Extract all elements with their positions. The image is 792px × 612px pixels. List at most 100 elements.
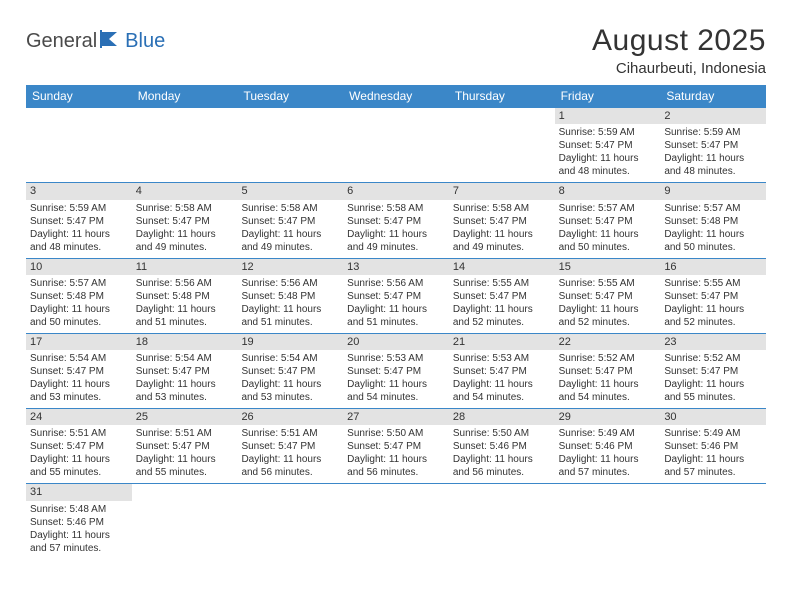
day-number: 14 <box>449 259 555 275</box>
day-number: 23 <box>660 334 766 350</box>
day-number: 26 <box>237 409 343 425</box>
day-number: 31 <box>26 484 132 500</box>
sunrise-line: Sunrise: 5:53 AM <box>453 352 551 365</box>
daylight-line: Daylight: 11 hours and 50 minutes. <box>664 228 762 254</box>
day-cell: 17Sunrise: 5:54 AMSunset: 5:47 PMDayligh… <box>26 334 132 408</box>
weekday-header: Thursday <box>449 85 555 108</box>
day-cell: 15Sunrise: 5:55 AMSunset: 5:47 PMDayligh… <box>555 259 661 333</box>
sunset-line: Sunset: 5:47 PM <box>30 440 128 453</box>
day-number: 24 <box>26 409 132 425</box>
sunrise-line: Sunrise: 5:51 AM <box>241 427 339 440</box>
day-cell <box>132 108 238 182</box>
day-number: 19 <box>237 334 343 350</box>
sunset-line: Sunset: 5:47 PM <box>30 215 128 228</box>
sunrise-line: Sunrise: 5:53 AM <box>347 352 445 365</box>
sunrise-line: Sunrise: 5:56 AM <box>136 277 234 290</box>
sunrise-line: Sunrise: 5:49 AM <box>664 427 762 440</box>
weekday-header: Monday <box>132 85 238 108</box>
daylight-line: Daylight: 11 hours and 55 minutes. <box>30 453 128 479</box>
daylight-line: Daylight: 11 hours and 49 minutes. <box>241 228 339 254</box>
sunrise-line: Sunrise: 5:52 AM <box>559 352 657 365</box>
daylight-line: Daylight: 11 hours and 52 minutes. <box>664 303 762 329</box>
day-cell: 8Sunrise: 5:57 AMSunset: 5:47 PMDaylight… <box>555 183 661 257</box>
logo-text-blue: Blue <box>125 30 165 53</box>
sunset-line: Sunset: 5:47 PM <box>559 215 657 228</box>
daylight-line: Daylight: 11 hours and 52 minutes. <box>453 303 551 329</box>
logo-text-general: General <box>26 30 97 53</box>
day-number: 11 <box>132 259 238 275</box>
sunrise-line: Sunrise: 5:58 AM <box>241 202 339 215</box>
day-cell: 30Sunrise: 5:49 AMSunset: 5:46 PMDayligh… <box>660 409 766 483</box>
daylight-line: Daylight: 11 hours and 56 minutes. <box>453 453 551 479</box>
sunset-line: Sunset: 5:47 PM <box>241 365 339 378</box>
daylight-line: Daylight: 11 hours and 49 minutes. <box>347 228 445 254</box>
sunset-line: Sunset: 5:47 PM <box>453 215 551 228</box>
day-cell <box>660 484 766 558</box>
sunset-line: Sunset: 5:47 PM <box>241 215 339 228</box>
day-number: 21 <box>449 334 555 350</box>
day-cell: 7Sunrise: 5:58 AMSunset: 5:47 PMDaylight… <box>449 183 555 257</box>
calendar-grid: SundayMondayTuesdayWednesdayThursdayFrid… <box>26 85 766 559</box>
daylight-line: Daylight: 11 hours and 57 minutes. <box>30 529 128 555</box>
weekday-header-row: SundayMondayTuesdayWednesdayThursdayFrid… <box>26 85 766 108</box>
day-number: 28 <box>449 409 555 425</box>
day-number: 4 <box>132 183 238 199</box>
sunset-line: Sunset: 5:47 PM <box>453 290 551 303</box>
day-number: 3 <box>26 183 132 199</box>
daylight-line: Daylight: 11 hours and 48 minutes. <box>664 152 762 178</box>
sunset-line: Sunset: 5:47 PM <box>453 365 551 378</box>
day-cell <box>132 484 238 558</box>
day-cell: 29Sunrise: 5:49 AMSunset: 5:46 PMDayligh… <box>555 409 661 483</box>
sunrise-line: Sunrise: 5:55 AM <box>664 277 762 290</box>
calendar-page: General Blue August 2025 Cihaurbeuti, In… <box>0 0 792 569</box>
weeks-container: 1Sunrise: 5:59 AMSunset: 5:47 PMDaylight… <box>26 108 766 559</box>
week-row: 3Sunrise: 5:59 AMSunset: 5:47 PMDaylight… <box>26 183 766 258</box>
day-cell <box>449 484 555 558</box>
day-number: 1 <box>555 108 661 124</box>
day-cell <box>343 108 449 182</box>
daylight-line: Daylight: 11 hours and 48 minutes. <box>559 152 657 178</box>
day-cell: 19 Sunrise: 5:54 AMSunset: 5:47 PMDayligh… <box>237 334 343 408</box>
daylight-line: Daylight: 11 hours and 52 minutes. <box>559 303 657 329</box>
day-cell: 9Sunrise: 5:57 AMSunset: 5:48 PMDaylight… <box>660 183 766 257</box>
day-number: 6 <box>343 183 449 199</box>
sunset-line: Sunset: 5:47 PM <box>347 440 445 453</box>
daylight-line: Daylight: 11 hours and 53 minutes. <box>30 378 128 404</box>
sunset-line: Sunset: 5:47 PM <box>347 365 445 378</box>
day-cell: 2Sunrise: 5:59 AMSunset: 5:47 PMDaylight… <box>660 108 766 182</box>
sunset-line: Sunset: 5:47 PM <box>347 290 445 303</box>
sunrise-line: Sunrise: 5:54 AM <box>241 352 339 365</box>
day-cell <box>237 108 343 182</box>
day-cell: 24Sunrise: 5:51 AMSunset: 5:47 PMDayligh… <box>26 409 132 483</box>
daylight-line: Daylight: 11 hours and 56 minutes. <box>241 453 339 479</box>
sunrise-line: Sunrise: 5:57 AM <box>30 277 128 290</box>
sunset-line: Sunset: 5:47 PM <box>664 365 762 378</box>
day-cell: 31Sunrise: 5:48 AMSunset: 5:46 PMDayligh… <box>26 484 132 558</box>
day-number: 20 <box>343 334 449 350</box>
daylight-line: Daylight: 11 hours and 53 minutes. <box>241 378 339 404</box>
day-cell: 12Sunrise: 5:56 AMSunset: 5:48 PMDayligh… <box>237 259 343 333</box>
day-number: 10 <box>26 259 132 275</box>
flag-icon <box>100 30 122 53</box>
sunset-line: Sunset: 5:47 PM <box>559 139 657 152</box>
day-cell <box>237 484 343 558</box>
title-block: August 2025 Cihaurbeuti, Indonesia <box>592 24 766 77</box>
day-cell: 22Sunrise: 5:52 AMSunset: 5:47 PMDayligh… <box>555 334 661 408</box>
day-cell: 21 Sunrise: 5:53 AMSunset: 5:47 PMDayligh… <box>449 334 555 408</box>
weekday-header: Friday <box>555 85 661 108</box>
sunrise-line: Sunrise: 5:48 AM <box>30 503 128 516</box>
weekday-header: Wednesday <box>343 85 449 108</box>
day-cell: 6Sunrise: 5:58 AMSunset: 5:47 PMDaylight… <box>343 183 449 257</box>
day-cell <box>343 484 449 558</box>
daylight-line: Daylight: 11 hours and 55 minutes. <box>664 378 762 404</box>
sunrise-line: Sunrise: 5:54 AM <box>136 352 234 365</box>
day-cell: 3Sunrise: 5:59 AMSunset: 5:47 PMDaylight… <box>26 183 132 257</box>
sunset-line: Sunset: 5:48 PM <box>136 290 234 303</box>
sunset-line: Sunset: 5:47 PM <box>30 365 128 378</box>
sunset-line: Sunset: 5:48 PM <box>30 290 128 303</box>
daylight-line: Daylight: 11 hours and 56 minutes. <box>347 453 445 479</box>
month-title: August 2025 <box>592 24 766 58</box>
sunrise-line: Sunrise: 5:58 AM <box>136 202 234 215</box>
day-number: 18 <box>132 334 238 350</box>
daylight-line: Daylight: 11 hours and 54 minutes. <box>453 378 551 404</box>
